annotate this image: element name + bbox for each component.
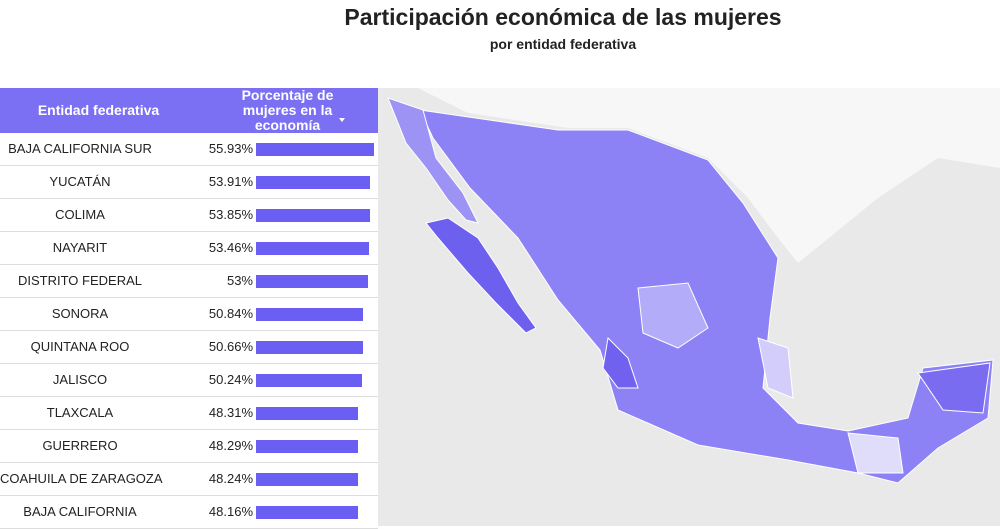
- state-name: GUERRERO: [42, 438, 118, 453]
- chiapas: [847, 432, 904, 474]
- state-name: NAYARIT: [52, 240, 108, 255]
- value-label: 48.16%: [208, 504, 253, 519]
- state-name: BAJA CALIFORNIA SUR: [8, 141, 152, 156]
- column-header[interactable]: Porcentaje de mujeres en la economía: [197, 88, 378, 133]
- title: Participación económica de las mujeres: [344, 4, 782, 30]
- land: [378, 88, 1000, 263]
- state-name: SONORA: [51, 306, 109, 321]
- bar: [256, 275, 368, 288]
- bar: [256, 440, 358, 453]
- table-row: NAYARIT 53.46%: [0, 232, 378, 265]
- table-row: COAHUILA DE ZARAGOZA 48.24%: [0, 463, 378, 496]
- map: [378, 88, 1000, 526]
- value-label: 53.46%: [208, 240, 253, 255]
- table-row: DISTRITO FEDERAL 53%: [0, 265, 378, 298]
- table-row: GUERRERO 48.29%: [0, 430, 378, 463]
- mexico-mainland: [419, 109, 994, 484]
- sort-icon: [339, 118, 345, 122]
- bar: [256, 308, 364, 321]
- state-name: COLIMA: [55, 207, 105, 222]
- jalisco: [602, 336, 639, 389]
- table-row: JALISCO 50.24%: [0, 364, 378, 397]
- value-label: 53.85%: [208, 207, 253, 222]
- state-name: YUCATÁN: [49, 174, 111, 189]
- state-name: DISTRITO FEDERAL: [17, 273, 142, 288]
- bar: [256, 242, 369, 255]
- table-row: BAJA CALIFORNIA 48.16%: [0, 496, 378, 529]
- table-row: SONORA 50.84%: [0, 298, 378, 331]
- state-name: JALISCO: [52, 372, 108, 387]
- table-row: YUCATÁN 53.91%: [0, 166, 378, 199]
- bar: [256, 473, 358, 486]
- subtitle: por entidad federativa: [489, 36, 637, 52]
- table-row: QUINTANA ROO 50.66%: [0, 331, 378, 364]
- bar: [256, 143, 374, 156]
- state-name: BAJA CALIFORNIA: [23, 504, 137, 519]
- value-label: 50.84%: [208, 306, 253, 321]
- bar: [256, 407, 358, 420]
- table-row: COLIMA 53.85%: [0, 199, 378, 232]
- value-label: 53.91%: [208, 174, 253, 189]
- state-name: QUINTANA ROO: [30, 339, 130, 354]
- baja-california-sur: [425, 217, 537, 334]
- value-label: 50.24%: [208, 372, 253, 387]
- veracruz: [757, 337, 794, 399]
- value-label: 48.31%: [208, 405, 253, 420]
- bar: [256, 209, 370, 222]
- table-row: BAJA CALIFORNIA SUR 55.93%: [0, 133, 378, 166]
- column-header[interactable]: Entidad federativa: [0, 88, 197, 133]
- value-label: 48.29%: [208, 438, 253, 453]
- value-label: 50.66%: [208, 339, 253, 354]
- state-name: TLAXCALA: [46, 405, 114, 420]
- central-states: [637, 282, 709, 349]
- table-row: TLAXCALA 48.31%: [0, 397, 378, 430]
- bar: [256, 506, 358, 519]
- value-label: 53%: [226, 273, 253, 288]
- baja-california: [387, 97, 479, 224]
- value-label: 48.24%: [208, 471, 253, 486]
- value-label: 55.93%: [208, 141, 253, 156]
- bar: [256, 176, 370, 189]
- state-name: COAHUILA DE ZARAGOZA: [0, 471, 163, 486]
- bar: [256, 374, 362, 387]
- yucatan: [917, 362, 991, 414]
- bar: [256, 341, 363, 354]
